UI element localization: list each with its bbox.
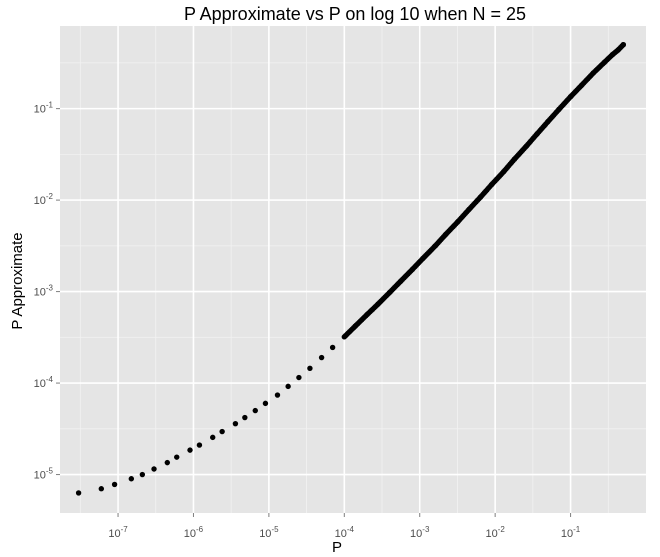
chart-title: P Approximate vs P on log 10 when N = 25 — [184, 4, 526, 24]
data-point — [187, 447, 193, 453]
data-point — [164, 459, 171, 466]
x-tick-label: 10-1 — [561, 525, 581, 540]
grid-minor — [60, 26, 646, 513]
data-point — [232, 420, 239, 427]
data-point — [210, 434, 216, 441]
data-point — [620, 41, 626, 48]
y-tick-label: 10-1 — [34, 101, 54, 116]
x-axis-title: P — [332, 539, 342, 556]
data-point — [111, 481, 118, 488]
data-point — [219, 428, 225, 435]
data-point — [98, 486, 105, 492]
data-point — [128, 476, 135, 482]
data-point — [174, 454, 180, 460]
data-point — [285, 383, 291, 390]
data-point — [296, 374, 302, 381]
y-tick-label: 10-5 — [34, 467, 54, 482]
y-axis-title: P Approximate — [9, 232, 26, 329]
y-axis-ticks: 10-5 10-4 10-3 10-2 10-1 — [34, 101, 60, 482]
x-tick-label: 10-5 — [259, 525, 279, 540]
data-point — [307, 365, 313, 372]
data-point — [329, 344, 336, 351]
data-point — [274, 392, 281, 398]
grid-major — [60, 26, 646, 513]
y-tick-label: 10-3 — [34, 284, 54, 299]
y-tick-label: 10-4 — [34, 375, 54, 390]
data-point — [318, 354, 325, 361]
x-tick-label: 10-2 — [485, 525, 505, 540]
plot-panel — [60, 26, 646, 513]
data-point — [252, 407, 258, 414]
data-point — [139, 471, 146, 478]
data-point — [262, 400, 269, 407]
data-point — [75, 490, 82, 496]
data-points — [75, 41, 626, 496]
x-tick-label: 10-3 — [410, 525, 430, 540]
x-tick-label: 10-6 — [184, 525, 204, 540]
data-point — [196, 442, 203, 448]
x-tick-label: 10-7 — [108, 525, 128, 540]
data-point — [242, 414, 248, 421]
x-tick-label: 10-4 — [335, 525, 355, 540]
x-axis-ticks: 10-7 10-6 10-5 10-4 10-3 10-2 10-1 — [108, 513, 581, 540]
data-point — [151, 466, 157, 472]
y-tick-label: 10-2 — [34, 192, 54, 207]
